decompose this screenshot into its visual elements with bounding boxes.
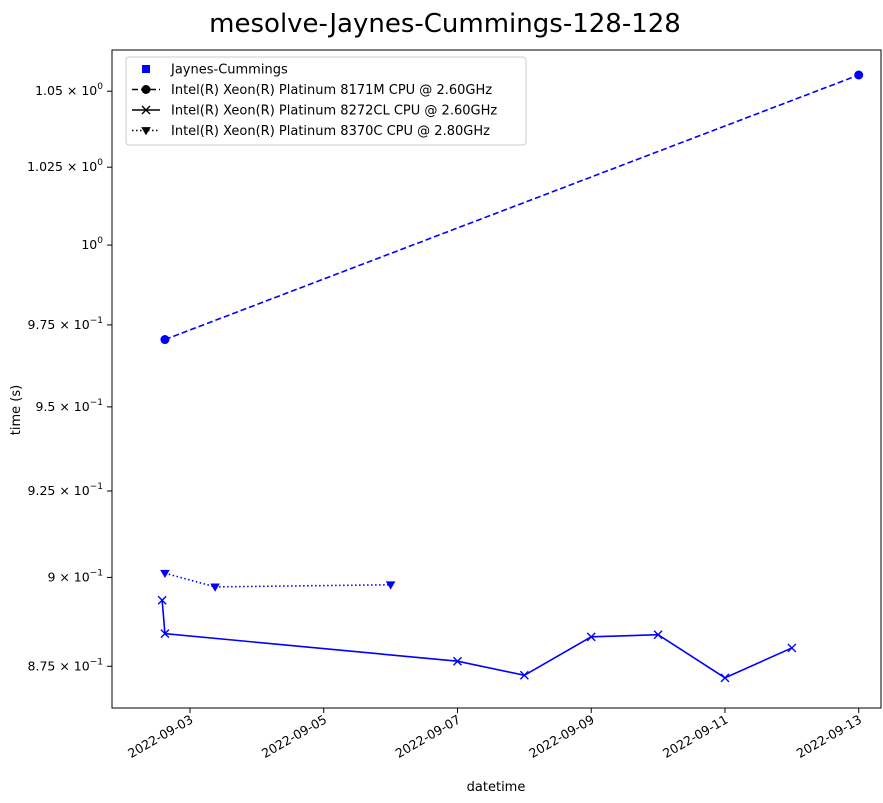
x-tick-label: 2022-09-13 xyxy=(794,712,864,761)
legend-marker xyxy=(141,105,151,115)
x-axis-label: datetime xyxy=(467,780,526,795)
legend: Jaynes-Cummings Intel(R) Xeon(R) Platinum… xyxy=(125,56,527,146)
data-point xyxy=(452,656,462,666)
legend-label: Intel(R) Xeon(R) Platinum 8171M CPU @ 2.… xyxy=(171,83,492,98)
chart-title: mesolve-Jaynes-Cummings-128-128 xyxy=(209,9,681,39)
legend-item: Intel(R) Xeon(R) Platinum 8171M CPU @ 2.… xyxy=(132,83,492,98)
y-tick-label: 9.75 × 10−1 xyxy=(28,316,103,332)
data-point xyxy=(160,335,170,345)
legend-label: Jaynes-Cummings xyxy=(170,63,288,78)
legend-item: Intel(R) Xeon(R) Platinum 8370C CPU @ 2.… xyxy=(132,124,490,139)
y-tick-label: 9 × 10−1 xyxy=(47,568,103,584)
data-point xyxy=(586,632,596,642)
data-point xyxy=(720,673,730,683)
y-axis-label: time (s) xyxy=(9,385,24,435)
x-tick-label: 2022-09-03 xyxy=(125,712,195,761)
x-tick-label: 2022-09-11 xyxy=(660,712,730,761)
x-tick-label: 2022-09-09 xyxy=(526,712,596,761)
data-point xyxy=(157,595,167,605)
legend-marker xyxy=(141,85,151,94)
legend-item: Intel(R) Xeon(R) Platinum 8272CL CPU @ 2… xyxy=(132,104,497,119)
legend-box xyxy=(125,56,527,146)
data-point xyxy=(160,629,170,639)
data-point xyxy=(653,630,663,640)
series-line xyxy=(164,74,859,341)
legend-marker xyxy=(142,65,150,73)
x-tick-label: 2022-09-05 xyxy=(259,712,329,761)
data-point xyxy=(519,670,529,680)
data-point xyxy=(854,70,864,80)
y-tick-label: 100 xyxy=(81,236,103,252)
legend-label: Intel(R) Xeon(R) Platinum 8272CL CPU @ 2… xyxy=(171,104,497,119)
series-layer xyxy=(157,70,864,683)
y-tick-label: 8.75 × 10−1 xyxy=(28,657,103,673)
x-tick-label: 2022-09-07 xyxy=(393,712,463,761)
y-tick-label: 9.5 × 10−1 xyxy=(36,398,104,414)
y-tick-label: 1.025 × 100 xyxy=(27,158,103,174)
data-point xyxy=(210,583,220,592)
legend-item: Jaynes-Cummings xyxy=(142,63,288,78)
series-1 xyxy=(160,70,864,345)
data-point xyxy=(787,643,797,653)
y-tick-label: 1.05 × 100 xyxy=(35,82,103,98)
plot-frame xyxy=(111,49,882,709)
series-2 xyxy=(157,595,797,683)
data-point xyxy=(160,569,170,579)
legend-marker xyxy=(141,127,151,136)
legend-label: Intel(R) Xeon(R) Platinum 8370C CPU @ 2.… xyxy=(171,124,490,139)
y-tick-label: 9.25 × 10−1 xyxy=(28,482,103,498)
series-line xyxy=(161,600,793,679)
series-3 xyxy=(160,569,396,592)
plot-area xyxy=(111,49,882,709)
series-line xyxy=(164,572,391,588)
data-point xyxy=(385,581,396,590)
